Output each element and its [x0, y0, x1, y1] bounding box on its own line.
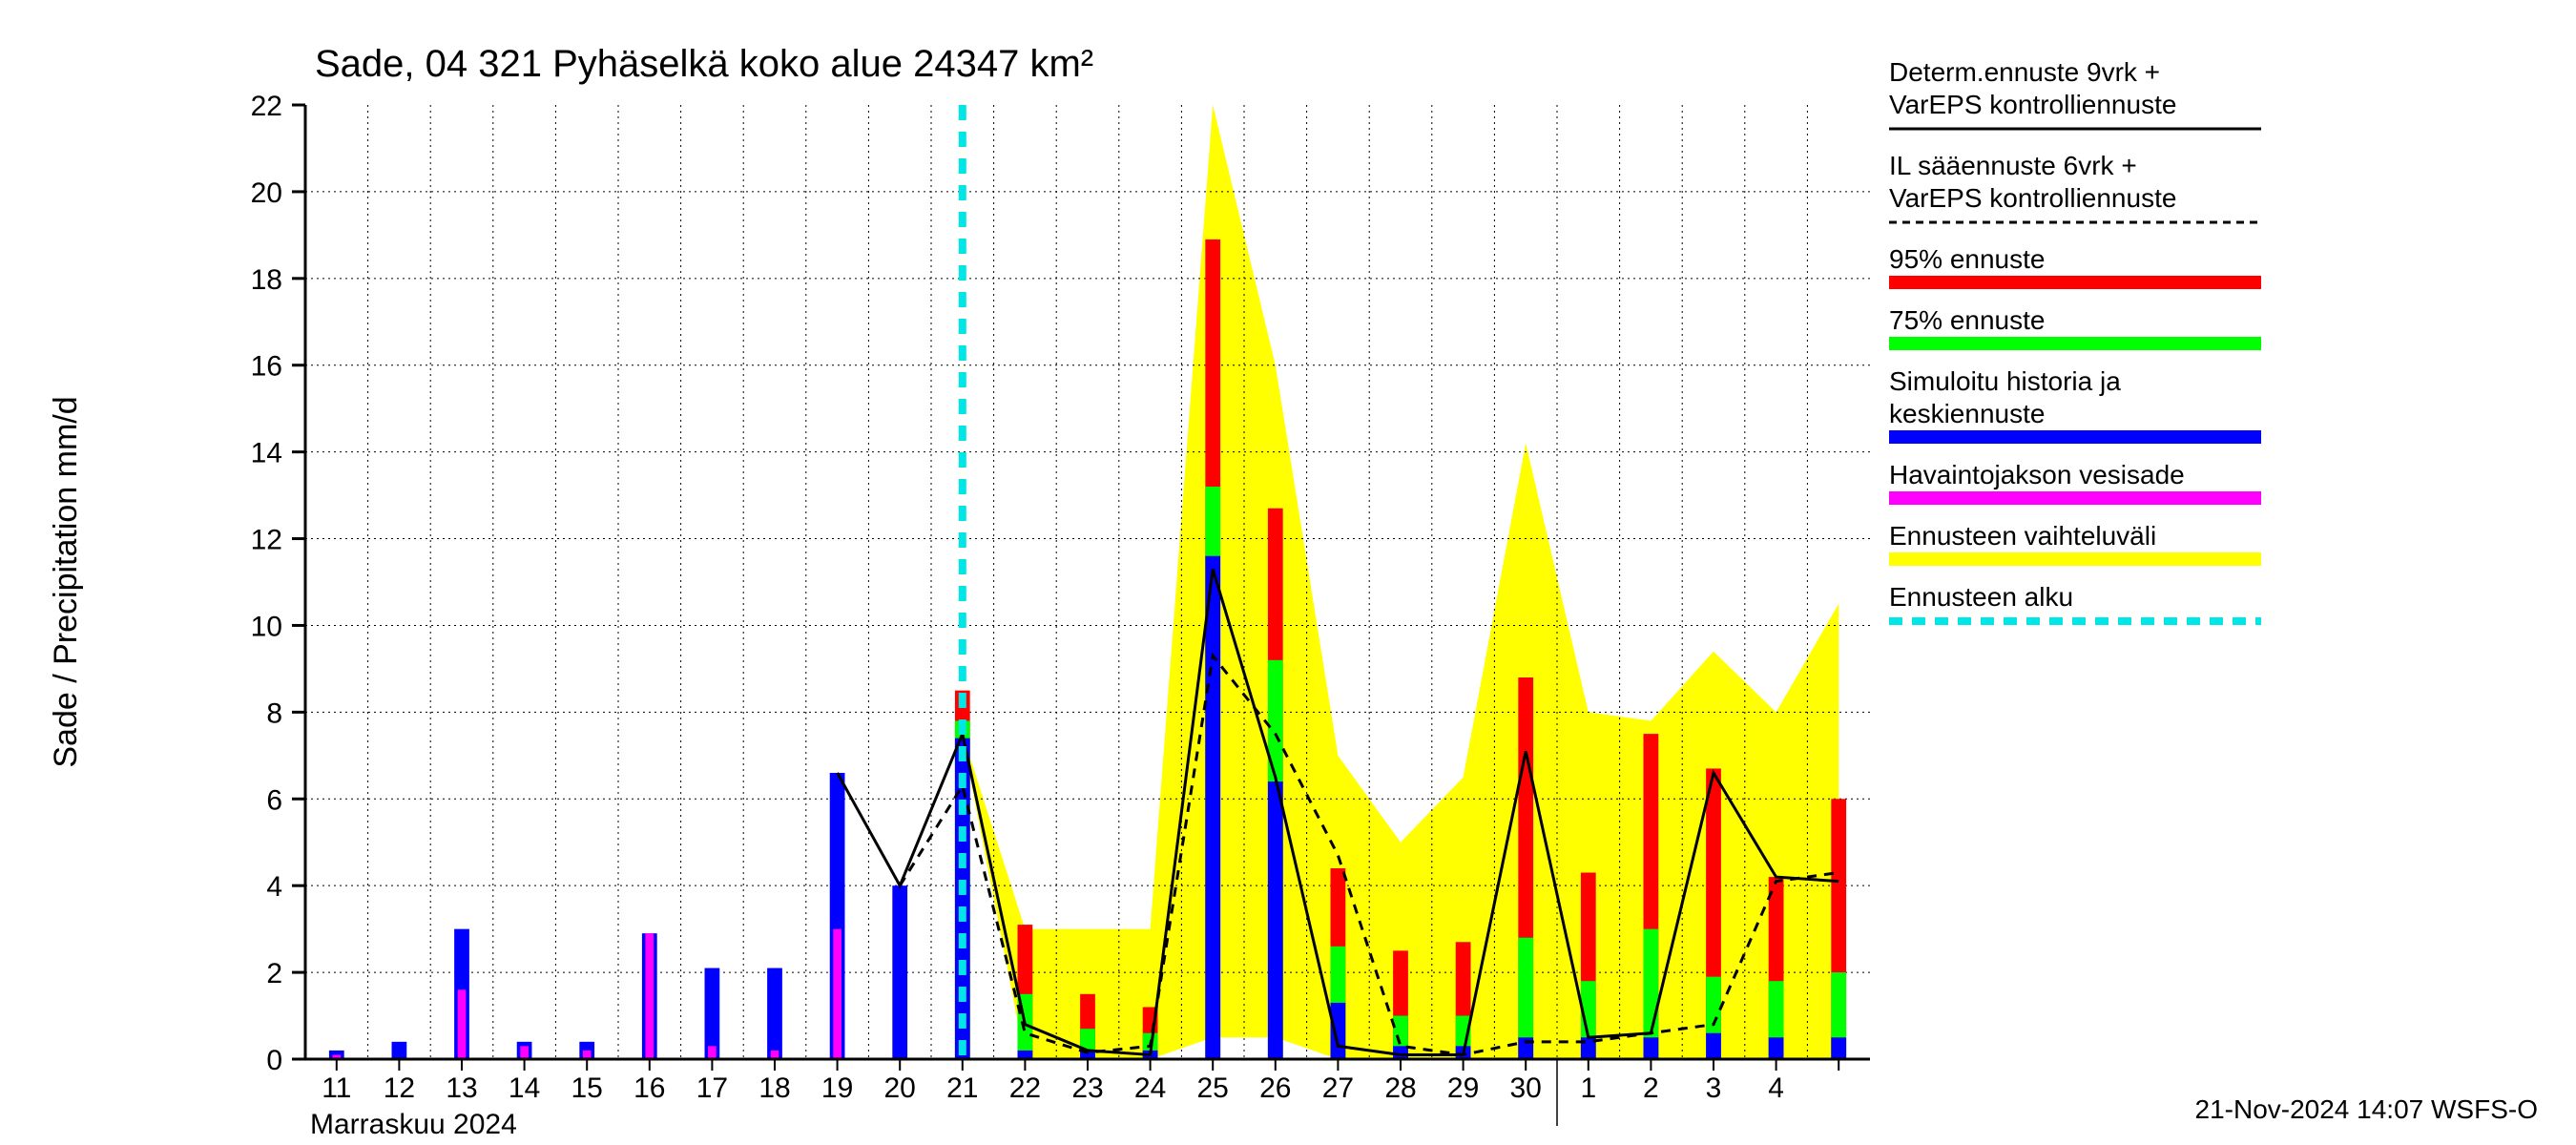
bar-median [705, 968, 720, 1059]
bar-median [1644, 1037, 1659, 1059]
x-month-label-en: November [310, 1141, 442, 1145]
legend-label: Ennusteen vaihteluväli [1889, 521, 2156, 551]
y-tick-label: 20 [251, 177, 282, 209]
y-tick-label: 8 [266, 697, 282, 729]
legend-label: VarEPS kontrolliennuste [1889, 183, 2176, 213]
y-tick-label: 10 [251, 611, 282, 642]
legend-swatch [1889, 552, 2261, 566]
x-tick-label: 2 [1643, 1072, 1659, 1104]
bar-median [767, 968, 782, 1059]
x-tick-label: 20 [884, 1072, 916, 1104]
bar-median [1706, 1033, 1721, 1059]
bar-rain-obs [645, 933, 654, 1059]
bar-rain-obs [708, 1046, 717, 1059]
legend-label: Simuloitu historia ja [1889, 366, 2121, 396]
legend-label: IL sääennuste 6vrk + [1889, 151, 2137, 180]
legend-swatch [1889, 491, 2261, 505]
bar-median [1769, 1037, 1784, 1059]
y-tick-label: 12 [251, 525, 282, 556]
x-tick-label: 17 [696, 1072, 728, 1104]
x-tick-label: 1 [1580, 1072, 1596, 1104]
bar-median [892, 885, 907, 1059]
x-tick-label: 27 [1322, 1072, 1354, 1104]
legend-swatch [1889, 337, 2261, 350]
bar-median [1831, 1037, 1846, 1059]
x-tick-label: 26 [1259, 1072, 1291, 1104]
legend-label: Determ.ennuste 9vrk + [1889, 57, 2160, 87]
x-tick-label: 4 [1768, 1072, 1784, 1104]
x-tick-label: 15 [571, 1072, 603, 1104]
bar-median [1268, 781, 1283, 1059]
x-tick-label: 18 [758, 1072, 790, 1104]
legend-swatch [1889, 430, 2261, 444]
legend-swatch [1889, 276, 2261, 289]
y-tick-label: 18 [251, 264, 282, 296]
legend-label: Havaintojakson vesisade [1889, 460, 2185, 489]
x-month-label-fi: Marraskuu 2024 [310, 1109, 517, 1140]
bar-median [1205, 556, 1220, 1059]
y-tick-label: 22 [251, 91, 282, 122]
y-tick-label: 4 [266, 871, 282, 903]
y-tick-label: 2 [266, 958, 282, 989]
legend-label: 75% ennuste [1889, 305, 2045, 335]
legend-label: 95% ennuste [1889, 244, 2045, 274]
x-tick-label: 14 [509, 1072, 540, 1104]
chart-title: Sade, 04 321 Pyhäselkä koko alue 24347 k… [315, 43, 1093, 85]
x-tick-label: 19 [821, 1072, 853, 1104]
x-tick-label: 21 [946, 1072, 978, 1104]
y-tick-label: 16 [251, 351, 282, 383]
x-tick-label: 13 [446, 1072, 477, 1104]
y-tick-label: 14 [251, 438, 282, 469]
x-tick-label: 23 [1071, 1072, 1103, 1104]
y-tick-label: 0 [266, 1045, 282, 1076]
footer-timestamp: 21-Nov-2024 14:07 WSFS-O [2195, 1094, 2539, 1124]
x-tick-label: 22 [1009, 1072, 1041, 1104]
x-tick-label: 11 [322, 1072, 351, 1104]
x-tick-label: 25 [1197, 1072, 1229, 1104]
precipitation-chart: 0246810121416182022111213141516171819202… [0, 0, 2576, 1145]
x-tick-label: 16 [634, 1072, 665, 1104]
legend-label: VarEPS kontrolliennuste [1889, 90, 2176, 119]
x-tick-label: 28 [1384, 1072, 1416, 1104]
x-tick-label: 12 [384, 1072, 415, 1104]
bar-rain-obs [458, 989, 467, 1059]
bar-median [392, 1042, 407, 1059]
bar-rain-obs [520, 1046, 529, 1059]
bar-rain-obs [833, 929, 841, 1059]
y-tick-label: 6 [266, 784, 282, 816]
x-tick-label: 30 [1510, 1072, 1542, 1104]
x-tick-label: 3 [1706, 1072, 1722, 1104]
legend-label: keskiennuste [1889, 399, 2045, 428]
legend-label: Ennusteen alku [1889, 582, 2073, 612]
y-axis-label: Sade / Precipitation mm/d [48, 396, 84, 767]
x-tick-label: 29 [1447, 1072, 1479, 1104]
bar-median [1331, 1003, 1346, 1059]
x-tick-label: 24 [1134, 1072, 1166, 1104]
